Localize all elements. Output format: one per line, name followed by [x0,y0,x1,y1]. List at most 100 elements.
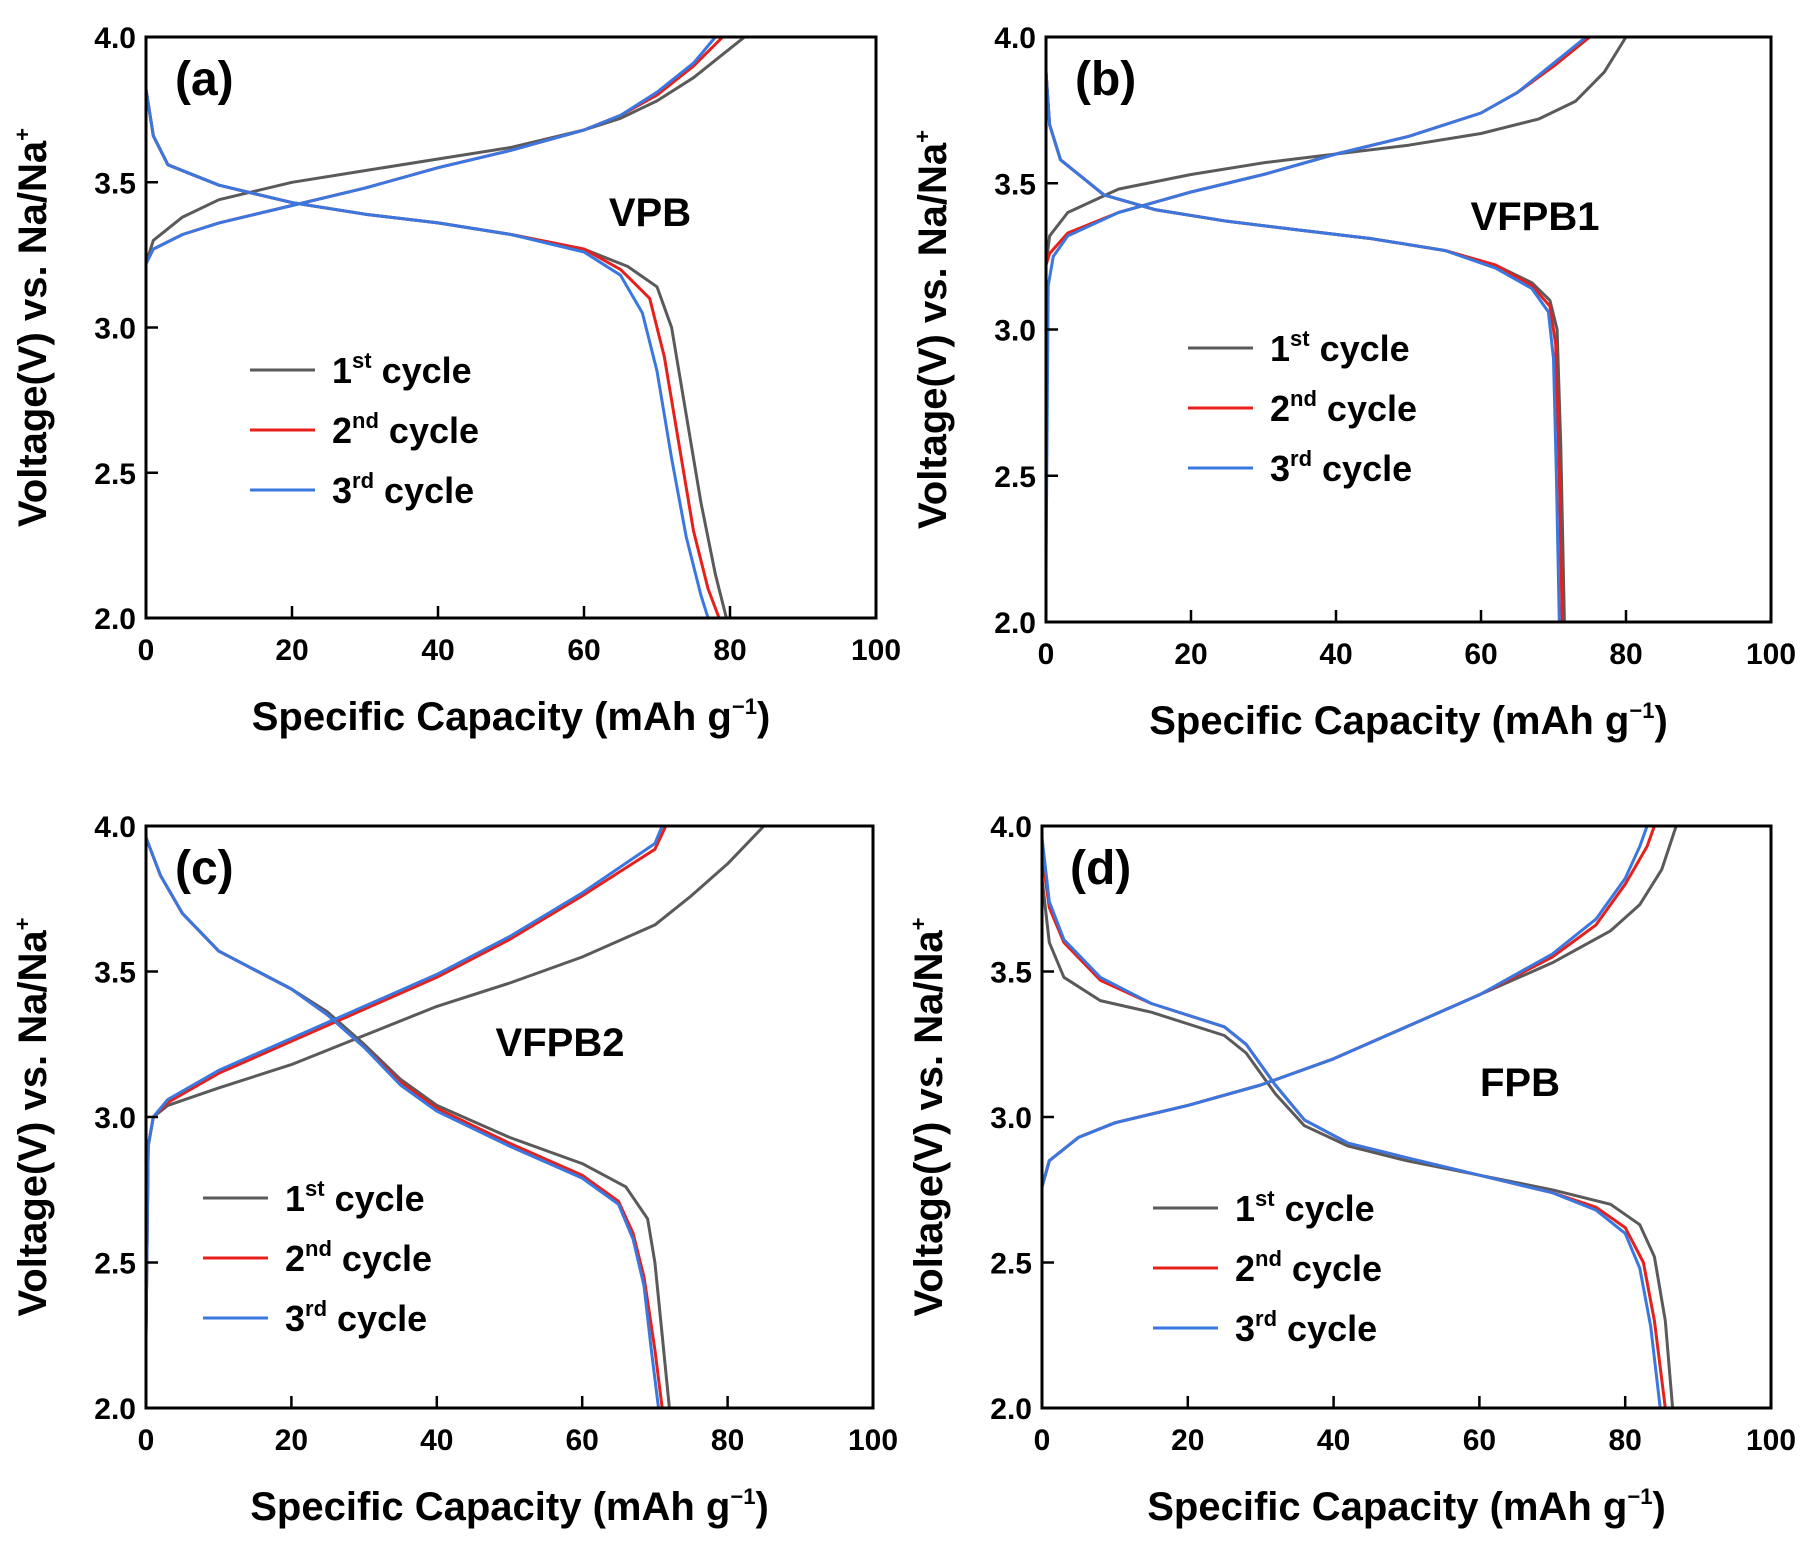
legend-cycle-word: cycle [1282,1248,1382,1289]
legend-entry-cycle-2: 2nd cycle [1270,386,1417,429]
legend-cycle-word: cycle [1317,388,1417,429]
curves [146,826,766,1408]
chart-panel-c: 0 20 40 60 80 100 2.0 2.5 3.0 3.5 4.0 Specific Capa… [10,811,898,1529]
legend-entry-cycle-2: 2nd cycle [1235,1246,1382,1289]
x-tick-label: 40 [421,634,454,667]
legend-ordinal: 3 [1270,448,1290,489]
x-axis-title-close: ) [755,1485,768,1529]
x-tick-label: 40 [1319,638,1352,671]
legend-ordinal: 3 [285,1298,305,1339]
y-tick-label: 4.0 [990,811,1032,844]
legend-cycle-word: cycle [1275,1188,1375,1229]
y-axis-title-superscript: + [10,918,35,931]
legend-ordinal-suffix: rd [305,1296,327,1321]
legend-ordinal-suffix: st [305,1176,325,1201]
series-line-cycle-3-discharge [146,87,710,618]
sample-label: VFPB2 [496,1021,625,1065]
y-tick-label: 3.5 [94,167,136,200]
legend-ordinal: 2 [332,410,352,451]
legend-ordinal-suffix: nd [352,408,379,433]
y-tick-label: 2.0 [990,1393,1032,1426]
y-tick-label: 3.5 [94,957,136,990]
x-tick-label: 0 [138,634,155,667]
legend-cycle-word: cycle [1312,448,1412,489]
x-axis-title: Specific Capacity (mAh g−1) [1147,1484,1666,1529]
series-line-cycle-1-charge [146,37,747,266]
x-axis-title-main: Specific Capacity (mAh g [252,695,732,739]
x-tick-label: 20 [1171,1424,1204,1457]
legend-cycle-word: cycle [374,470,474,511]
x-axis-title: Specific Capacity (mAh g−1) [1149,698,1668,743]
y-tick-label: 2.5 [994,461,1036,494]
series-line-cycle-3-discharge [1042,836,1662,1408]
y-tick-label: 2.0 [94,603,136,636]
legend-entry-cycle-3: 3rd cycle [1235,1306,1377,1349]
y-axis-title: Voltage(V) vs. Na/Na+ [906,918,951,1317]
legend-entry-cycle-2: 2nd cycle [285,1236,432,1279]
legend-cycle-word: cycle [332,1238,432,1279]
series-line-cycle-2-charge [1042,826,1656,1189]
y-axis-title: Voltage(V) vs. Na/Na+ [910,130,955,529]
curves [1046,37,1628,622]
plot-frame [1040,824,1773,1410]
x-axis-title-exponent: −1 [730,1484,755,1509]
x-tick-label: 0 [138,1424,155,1457]
x-axis-title-close: ) [1654,699,1667,743]
legend-entry-cycle-1: 1st cycle [1270,326,1410,369]
legend-ordinal-suffix: rd [352,468,374,493]
legend-ordinal-suffix: st [1290,326,1310,351]
sample-label: VFPB1 [1471,195,1600,239]
x-tick-label: 80 [1609,638,1642,671]
legend-entry-cycle-1: 1st cycle [332,348,472,391]
x-tick-label: 40 [420,1424,453,1457]
y-axis-title: Voltage(V) vs. Na/Na+ [10,128,55,527]
legend-ordinal-suffix: nd [1255,1246,1282,1271]
legend-entry-cycle-3: 3rd cycle [285,1296,427,1339]
x-tick-label: 100 [1746,638,1796,671]
chart-panel-a: 0 20 40 60 80 100 2.0 2.5 3.0 3.5 4.0 Specific Capa… [10,22,901,739]
y-tick-label: 3.0 [94,313,136,346]
x-axis-title-main: Specific Capacity (mAh g [250,1485,730,1529]
legend-entry-cycle-1: 1st cycle [285,1176,425,1219]
y-tick-label: 4.0 [994,22,1036,55]
legend-cycle-word: cycle [372,350,472,391]
x-tick-label: 80 [711,1424,744,1457]
x-tick-label: 60 [1464,638,1497,671]
sample-label: VPB [609,191,691,235]
x-axis-title-close: ) [757,695,770,739]
x-tick-label: 100 [1746,1424,1796,1457]
y-axis-title-main: Voltage(V) vs. Na/Na [911,142,955,529]
legend-ordinal: 1 [332,350,352,391]
y-axis-title-main: Voltage(V) vs. Na/Na [11,930,55,1317]
x-tick-label: 80 [1609,1424,1642,1457]
series-line-cycle-3-charge [146,826,664,1337]
curves [146,37,747,618]
x-tick-label: 40 [1317,1424,1350,1457]
legend-cycle-word: cycle [379,410,479,451]
x-tick-label: 60 [567,634,600,667]
legend-entry-cycle-2: 2nd cycle [332,408,479,451]
series-line-cycle-1-charge [1042,826,1678,1189]
legend-ordinal-suffix: st [1255,1186,1275,1211]
series-line-cycle-3-charge [1042,826,1649,1189]
chart-panel-b: 0 20 40 60 80 100 2.0 2.5 3.0 3.5 4.0 Specific Capa… [910,22,1796,743]
x-tick-label: 0 [1034,1424,1051,1457]
x-axis-title: Specific Capacity (mAh g−1) [252,694,771,739]
x-axis-title-exponent: −1 [1627,1484,1652,1509]
panel-label: (d) [1070,842,1131,895]
legend-ordinal: 2 [1235,1248,1255,1289]
legend-ordinal: 1 [285,1178,305,1219]
series-line-cycle-3-discharge [1046,70,1561,622]
legend-ordinal: 3 [1235,1308,1255,1349]
y-tick-label: 3.0 [94,1102,136,1135]
x-tick-label: 20 [1174,638,1207,671]
y-axis-title-main: Voltage(V) vs. Na/Na [11,140,55,527]
x-axis-title-close: ) [1652,1485,1665,1529]
curves [1042,826,1678,1408]
y-axis-title-superscript: + [910,130,935,143]
x-tick-label: 100 [851,634,901,667]
